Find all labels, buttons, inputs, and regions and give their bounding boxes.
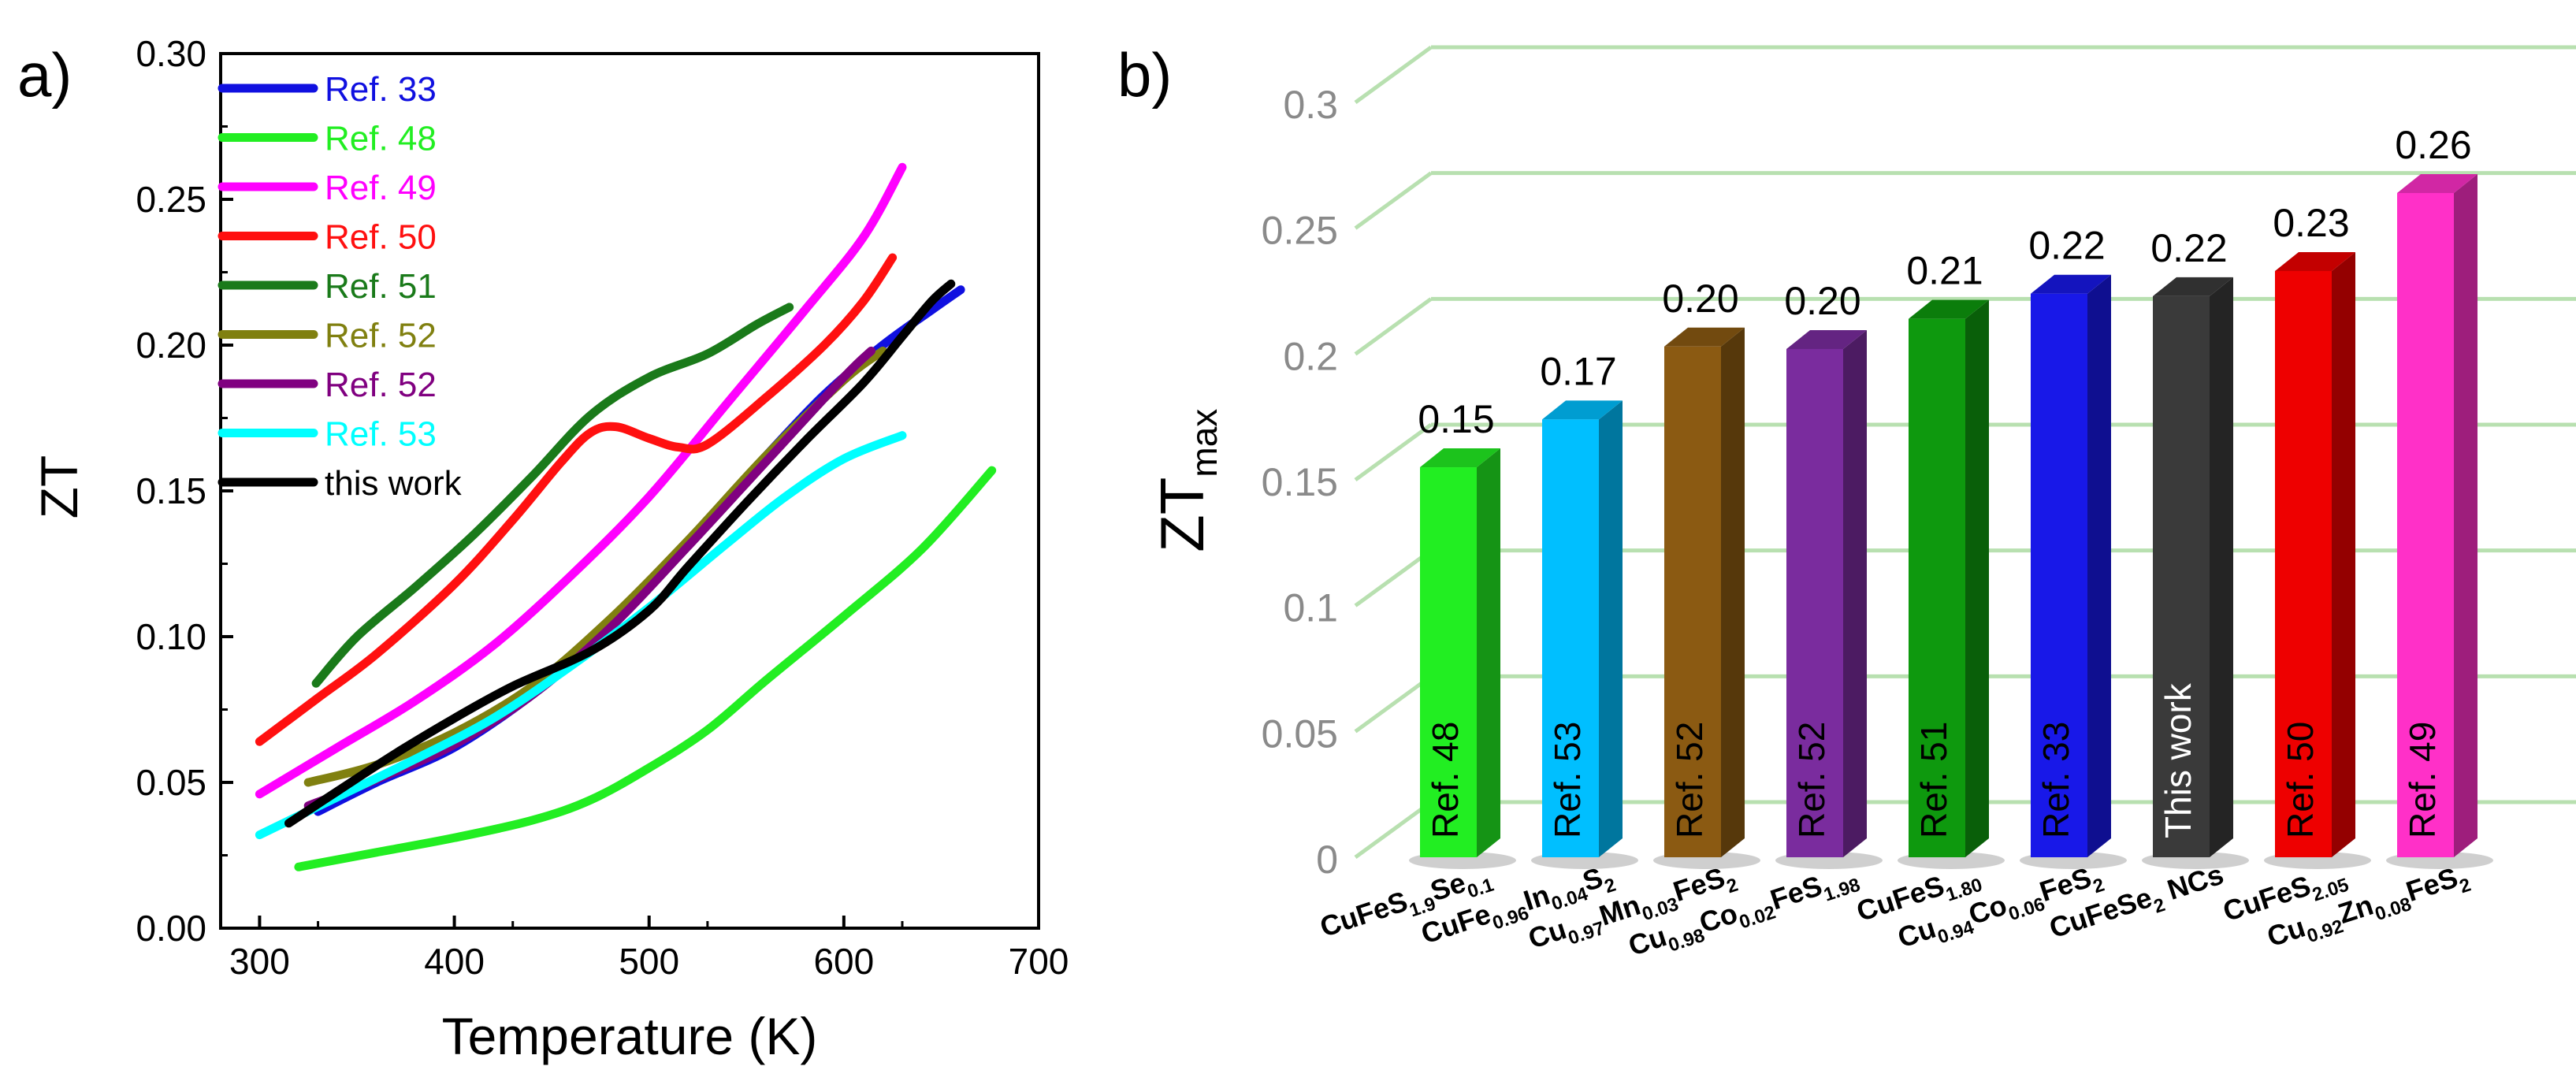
- panel-label-b: b): [1117, 40, 1173, 110]
- bar-side: [1965, 299, 1989, 857]
- bar-top: [2031, 274, 2111, 294]
- y-tick-label: 0.20: [136, 325, 206, 366]
- legend-label: Ref. 51: [325, 267, 437, 306]
- y-tick-label: 0.1: [1283, 586, 1338, 630]
- bar-value-label: 0.23: [2273, 201, 2349, 245]
- bar: [1786, 348, 1843, 857]
- bar: [1542, 419, 1599, 857]
- bar: [1909, 318, 1965, 857]
- bar-inner-label: Ref. 52: [1669, 722, 1710, 838]
- grid-line-diag: [1354, 800, 1433, 860]
- bar-inner-label: Ref. 50: [2280, 722, 2321, 838]
- series-line-3: [255, 162, 907, 799]
- bar-value-label: 0.21: [1906, 249, 1983, 293]
- bar-inner-label: Ref. 49: [2402, 722, 2443, 838]
- bar-value-label: 0.15: [1418, 397, 1494, 441]
- bar-side: [1843, 329, 1867, 857]
- bar-side: [2454, 173, 2477, 857]
- bar-inner-label: This work: [2158, 682, 2199, 838]
- grid-line-diag: [1354, 548, 1433, 607]
- bar-top: [1420, 448, 1500, 468]
- grid-line-diag: [1354, 297, 1433, 356]
- chart-a-xlabel: Temperature (K): [442, 1007, 818, 1065]
- y-tick-label: 0.10: [136, 616, 206, 657]
- bar-side: [2332, 251, 2355, 857]
- x-tick-label: 500: [619, 941, 679, 982]
- bar: [1420, 467, 1477, 857]
- y-tick-label: 0: [1316, 838, 1338, 882]
- y-tick-label: 0.05: [1262, 711, 1338, 756]
- bar: [1664, 346, 1721, 858]
- bar: [2031, 293, 2087, 857]
- panel-label-a: a): [17, 40, 72, 110]
- series-line-9: [284, 279, 956, 828]
- chart-a: 300 400 500 600 700 0.00 0.05 0.10 0.15 0.20 0.25 0…: [136, 33, 1069, 1065]
- x-tick-label: 400: [424, 941, 485, 982]
- y-tick-label: 0.25: [1262, 209, 1338, 253]
- legend-label: Ref. 48: [325, 120, 437, 158]
- bar-side: [2210, 277, 2233, 857]
- y-tick-label: 0.05: [136, 762, 206, 803]
- bar-top: [2397, 173, 2477, 193]
- bar-top: [1664, 327, 1745, 347]
- bar-top: [2153, 277, 2233, 296]
- grid-line-diag: [1354, 45, 1433, 105]
- grid-line-diag: [1354, 422, 1433, 482]
- bar-side: [1599, 400, 1623, 857]
- x-tick-label: 700: [1009, 941, 1069, 982]
- grid-line-diag: [1354, 674, 1433, 734]
- bar-value-label: 0.20: [1784, 279, 1860, 323]
- y-tick-label: 0.3: [1283, 83, 1338, 127]
- y-tick-label: 0.15: [1262, 460, 1338, 504]
- bar-value-label: 0.22: [2028, 224, 2105, 268]
- bar: [2275, 270, 2332, 857]
- bar-top: [1786, 329, 1867, 349]
- y-tick-label: 0.25: [136, 179, 206, 220]
- x-tick-label: 600: [813, 941, 874, 982]
- grid-line-diag: [1354, 171, 1433, 230]
- bar-value-label: 0.17: [1540, 349, 1616, 393]
- legend-label: Ref. 53: [325, 415, 437, 454]
- bar-value-label: 0.20: [1662, 277, 1738, 321]
- y-tick-label: 0.15: [136, 470, 206, 511]
- bar-side: [1721, 327, 1745, 858]
- x-tick-label: 300: [229, 941, 290, 982]
- bar-side: [2087, 274, 2111, 857]
- y-tick-label: 0.00: [136, 908, 206, 949]
- bar-top: [1909, 299, 1989, 319]
- bar: [2153, 295, 2210, 857]
- series-line-5: [311, 303, 794, 688]
- bar-inner-label: Ref. 53: [1547, 722, 1588, 838]
- y-tick-label: 0.2: [1283, 334, 1338, 378]
- bar-inner-label: Ref. 52: [1791, 722, 1832, 838]
- legend-label: Ref. 33: [325, 70, 437, 109]
- bar-value-label: 0.22: [2150, 226, 2227, 270]
- bar-side: [1477, 448, 1500, 857]
- legend-label: Ref. 52: [325, 366, 437, 404]
- y-tick-label: 0.30: [136, 33, 206, 74]
- bar-inner-label: Ref. 33: [2035, 722, 2076, 838]
- bar-top: [2275, 251, 2355, 271]
- bar-top: [1542, 400, 1623, 420]
- legend-label: Ref. 49: [325, 169, 437, 207]
- legend-label: Ref. 50: [325, 218, 437, 257]
- series-line-2: [294, 466, 997, 871]
- bar-value-label: 0.26: [2395, 123, 2471, 167]
- bar: [2397, 192, 2454, 857]
- bar-inner-label: Ref. 48: [1425, 722, 1466, 838]
- series-line-4: [255, 253, 898, 746]
- bar-inner-label: Ref. 51: [1913, 722, 1954, 838]
- legend-label: this work: [325, 464, 463, 503]
- legend-label: Ref. 52: [325, 317, 437, 355]
